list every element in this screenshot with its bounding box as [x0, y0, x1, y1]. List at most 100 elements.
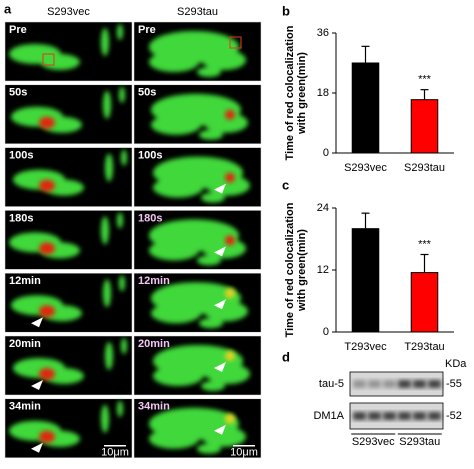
blot-band — [413, 412, 426, 420]
arrowhead — [31, 380, 43, 390]
y-tick-label: 36 — [317, 27, 329, 39]
time-label: 34min — [138, 401, 170, 413]
roi-box — [42, 53, 55, 66]
band-name: tau-5 — [319, 378, 344, 390]
y-tick-label: 0 — [323, 147, 329, 159]
time-label: 50s — [138, 87, 156, 99]
y-axis-label-line: Time of red colocalization — [284, 202, 296, 337]
band-name: DM1A — [313, 410, 344, 422]
blot-band — [353, 412, 366, 420]
blob — [199, 318, 223, 329]
time-label: Pre — [9, 24, 27, 36]
blob — [103, 90, 111, 119]
arrowhead — [214, 424, 226, 435]
y-axis-label-line: with green(min) — [296, 229, 308, 312]
blot-band — [383, 412, 396, 420]
time-label: 20min — [138, 338, 170, 350]
red-signal — [39, 242, 55, 255]
time-label: 100s — [138, 150, 162, 162]
bar — [410, 272, 439, 333]
y-axis-label: Time of red colocalizationwith green(min… — [284, 202, 308, 337]
blob — [119, 275, 125, 292]
panel-label: b — [282, 3, 290, 18]
time-label: 180s — [9, 212, 33, 224]
x-tick-label: S293tau — [404, 162, 445, 174]
red-signal — [39, 430, 55, 443]
blob — [121, 338, 127, 354]
blot-band — [368, 380, 381, 388]
blob — [151, 303, 201, 324]
band-size: -52 — [446, 410, 462, 422]
blob — [103, 279, 111, 308]
time-label: 34min — [9, 401, 41, 413]
y-tick-label: 24 — [317, 202, 329, 214]
blob — [153, 177, 203, 198]
red-signal — [225, 288, 235, 299]
blob — [197, 67, 221, 77]
blob — [201, 381, 225, 391]
micrograph — [133, 147, 262, 207]
blot-band — [413, 380, 426, 388]
significance: *** — [418, 74, 432, 86]
blob — [119, 86, 125, 103]
blob — [40, 54, 80, 70]
arrowhead — [31, 317, 43, 328]
blot-band — [353, 380, 366, 388]
green-signal — [9, 24, 123, 70]
red-signal — [225, 109, 235, 120]
blot-band — [428, 412, 441, 420]
blob — [117, 212, 123, 229]
micrograph — [133, 272, 262, 333]
time-label: 20min — [9, 338, 41, 350]
red-signal — [225, 413, 235, 424]
red-signal — [39, 305, 55, 318]
arrowhead — [214, 183, 226, 194]
time-label: 100s — [9, 150, 33, 162]
green-signal — [153, 156, 250, 203]
significance: *** — [418, 238, 432, 250]
column-title: S293tau — [177, 6, 218, 18]
scale-bar-label: 10μm — [230, 447, 258, 459]
micrograph — [133, 21, 262, 82]
blob — [121, 149, 127, 166]
blob — [101, 28, 109, 56]
time-label: 180s — [138, 212, 162, 224]
roi-box — [229, 36, 242, 49]
micrograph — [4, 335, 133, 396]
red-signal — [225, 172, 235, 183]
green-signal — [149, 219, 246, 266]
band-size: -55 — [446, 378, 462, 390]
time-label: 12min — [9, 275, 41, 287]
micrograph — [4, 210, 133, 270]
blob — [149, 52, 199, 72]
red-signal — [225, 235, 235, 246]
x-tick-label: S293vec — [344, 162, 387, 174]
blot-band — [398, 380, 411, 388]
bar — [351, 62, 380, 154]
blob — [153, 366, 203, 386]
lane-label: S293vec — [352, 436, 395, 448]
red-signal — [39, 368, 55, 380]
micrograph — [4, 147, 133, 207]
red-signal — [39, 116, 55, 129]
arrowhead — [214, 362, 226, 372]
blob — [101, 216, 109, 245]
unit-label: KDa — [445, 358, 467, 370]
scale-bar-label: 10μm — [101, 447, 129, 459]
blob — [206, 364, 250, 384]
y-axis-label-line: with green(min) — [296, 52, 308, 135]
panel-label: c — [282, 177, 289, 192]
y-axis-label: Time of red colocalizationwith green(min… — [284, 25, 308, 160]
blob — [197, 443, 221, 454]
blob — [197, 255, 221, 266]
green-signal — [151, 93, 248, 140]
blot-band — [383, 380, 396, 388]
blob — [117, 24, 123, 40]
blot-band — [368, 412, 381, 420]
blob — [149, 240, 199, 261]
micrograph — [4, 84, 133, 145]
x-tick-label: T293tau — [404, 341, 444, 353]
lane-label: S293tau — [399, 436, 440, 448]
y-tick-label: 18 — [317, 87, 329, 99]
